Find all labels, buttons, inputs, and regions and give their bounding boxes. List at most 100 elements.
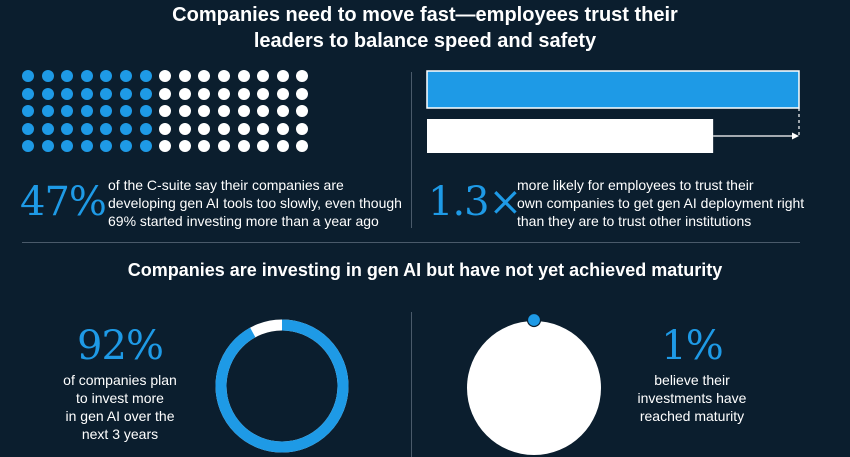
stat-invest-value: 92% [77,323,164,369]
dot-empty [257,122,270,135]
stat-maturity-desc-line-1: believe their [654,372,730,388]
dot-filled [41,87,54,100]
dot-filled [100,105,113,118]
title-line-2: leaders to balance speed and safety [253,30,597,52]
stat-csuite-desc-line-1: of the C-suite say their companies are [108,177,344,193]
dot-empty [276,70,289,82]
dot-filled [120,122,132,135]
dot-empty [257,87,270,100]
stat-invest-desc: of companies plan to invest more in gen … [30,371,210,443]
stat-invest-desc-line-3: in gen AI over the [65,408,175,424]
stat-csuite-value: 47% [20,179,107,225]
dot-filled [61,87,74,100]
dot-empty [178,122,191,135]
dot-empty [159,70,172,82]
dot-filled [22,87,34,100]
dot-empty [198,87,211,100]
stat-maturity-desc-line-2: investments have [637,390,747,406]
dot-empty [198,140,211,153]
dot-empty [276,87,289,100]
stat-maturity-desc-line-3: reached maturity [639,408,745,424]
dot-empty [237,70,250,82]
dot-filled [120,70,132,82]
stat-trust-desc: more likely for employees to trust their… [517,176,817,230]
maturity-circle [467,312,601,455]
stat-csuite-desc-line-2: developing gen AI tools too slowly, even… [108,195,402,211]
dot-filled [100,87,113,100]
stat-trust-value: 1.3× [428,179,522,225]
dot-filled [100,122,113,135]
dot-filled [120,140,132,153]
dot-filled [41,122,54,135]
dot-filled [80,122,93,135]
dot-empty [276,140,289,153]
dot-filled [80,105,93,118]
dot-empty [218,70,230,82]
dot-filled [61,70,74,82]
dot-filled [22,122,34,135]
dot-empty [237,87,250,100]
dot-filled [139,122,152,135]
dot-empty [257,70,270,82]
dot-empty [276,122,289,135]
trust-bars [426,70,800,153]
maturity-disc [467,321,601,455]
maturity-dot [526,312,542,328]
stat-invest-desc-line-1: of companies plan [63,372,177,388]
dot-empty [159,87,172,100]
dot-empty [178,140,191,153]
stat-maturity-value: 1% [661,323,723,369]
dot-empty [198,122,211,135]
dot-filled [41,70,54,82]
dot-empty [237,105,250,118]
dot-filled [61,122,74,135]
dot-filled [100,140,113,153]
dot-filled [61,140,74,153]
title-line-1: Companies need to move fast—employees tr… [172,4,678,26]
stat-trust-desc-line-2: own companies to get gen AI deployment r… [517,195,805,211]
dot-filled [22,70,34,82]
dot-empty [237,140,250,153]
dot-empty [257,140,270,153]
dot-filled [61,105,74,118]
dot-empty [276,105,289,118]
invest-ring [215,319,349,453]
dot-empty [218,87,230,100]
dot-filled [100,70,113,82]
dot-empty [178,105,191,118]
stat-invest-desc-line-4: next 3 years [81,426,159,442]
dot-empty [159,140,172,153]
dot-grid [22,70,402,160]
dot-empty [198,70,211,82]
dot-empty [296,122,309,135]
stat-maturity-desc: believe their investments have reached m… [602,371,782,425]
dot-filled [22,105,34,118]
dot-filled [120,105,132,118]
dot-empty [218,122,230,135]
dot-empty [218,140,230,153]
dot-empty [218,105,230,118]
dot-empty [296,87,309,100]
dot-filled [139,105,152,118]
dot-empty [159,105,172,118]
dot-filled [41,105,54,118]
dot-filled [80,70,93,82]
dot-filled [80,140,93,153]
dot-filled [120,87,132,100]
dot-empty [198,105,211,118]
dot-empty [178,70,191,82]
dot-empty [296,70,309,82]
dot-empty [159,122,172,135]
stat-trust-desc-line-1: more likely for employees to trust their [517,177,754,193]
divider-vertical-top [411,72,412,228]
dot-empty [257,105,270,118]
dot-empty [296,140,309,153]
section-title: Companies are investing in gen AI but ha… [127,260,723,280]
stat-csuite-desc-line-3: 69% started investing more than a year a… [108,213,379,229]
stat-invest-desc-line-2: to invest more [76,390,164,406]
arrowhead-icon [792,132,799,140]
dot-filled [41,140,54,153]
bar-institutions [427,119,714,153]
dot-empty [237,122,250,135]
dot-empty [296,105,309,118]
